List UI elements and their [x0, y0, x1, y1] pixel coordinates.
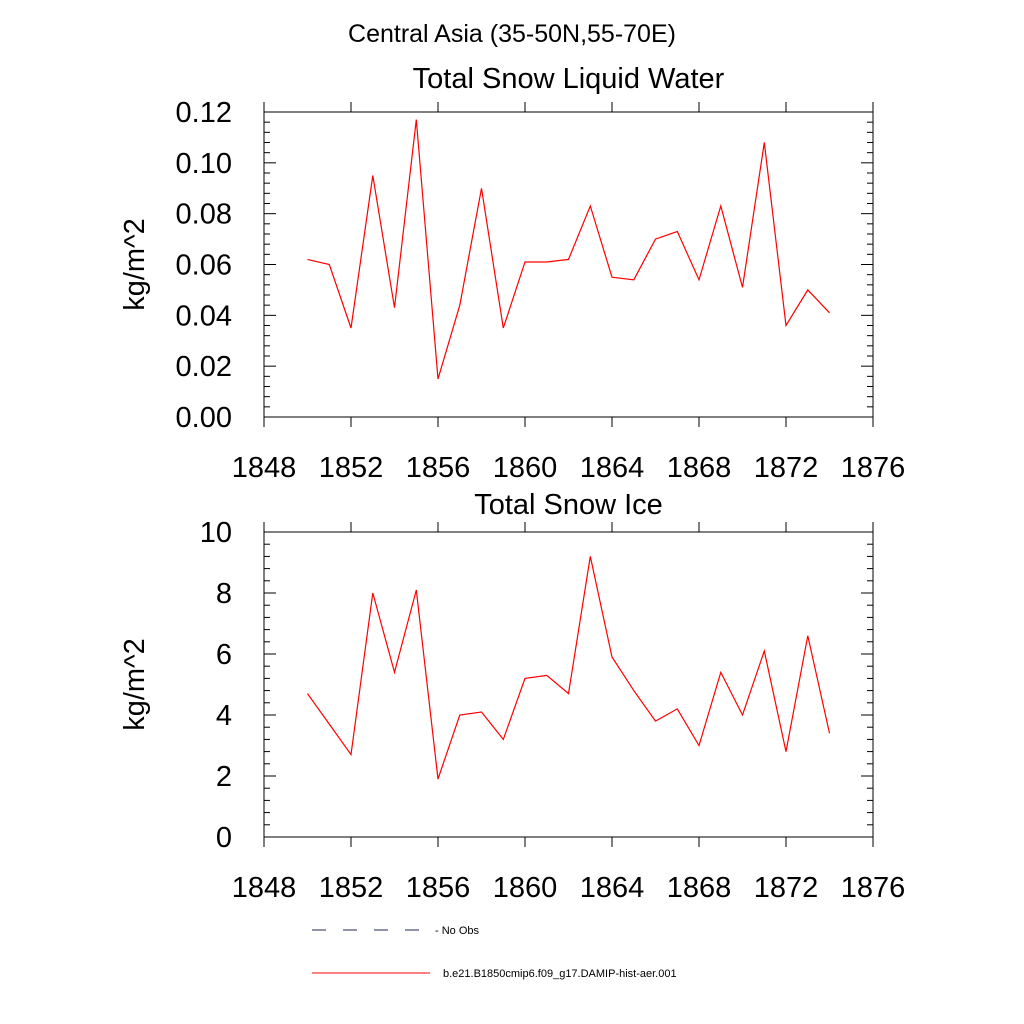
- series-line-1: [307, 119, 830, 380]
- y-tick-label: 10: [200, 517, 232, 549]
- y-tick-label: 0: [216, 822, 232, 854]
- plot-frame: [263, 531, 874, 838]
- y-tick-label: 0.08: [176, 199, 232, 231]
- panel-1: Total Snow Liquid Water kg/m^2 1848 1852 185…: [119, 63, 905, 484]
- x-tick-label: 1860: [493, 872, 558, 904]
- chart-legend: - No Obs b.e21.B1850cmip6.f09_g17.DAMIP-h…: [312, 925, 677, 980]
- legend-item-1: - No Obs: [312, 925, 480, 937]
- y-axis-label: kg/m^2: [119, 638, 151, 731]
- x-tick-label: 1860: [493, 452, 558, 484]
- y-axis-label: kg/m^2: [119, 218, 151, 311]
- x-tick-label: 1848: [232, 452, 297, 484]
- x-tick-label: 1848: [232, 872, 297, 904]
- x-tick-label: 1852: [319, 872, 384, 904]
- x-tick-label: 1856: [406, 872, 471, 904]
- y-tick-label: 0.10: [176, 148, 232, 180]
- x-tick-label: 1856: [406, 452, 471, 484]
- x-tick-label: 1876: [841, 872, 906, 904]
- series-line-1: [307, 556, 831, 780]
- x-tick-label: 1864: [580, 452, 645, 484]
- legend-item-2: b.e21.B1850cmip6.f09_g17.DAMIP-hist-aer.…: [312, 968, 677, 980]
- legend-label: - No Obs: [435, 925, 480, 937]
- y-tick-label: 4: [216, 700, 232, 732]
- y-tick-label: 0.04: [176, 300, 232, 332]
- y-tick-label: 0.02: [176, 351, 232, 383]
- panel-title: Total Snow Ice: [474, 489, 663, 521]
- legend-label: b.e21.B1850cmip6.f09_g17.DAMIP-hist-aer.…: [443, 968, 677, 980]
- x-tick-label: 1872: [754, 452, 819, 484]
- y-tick-label: 0.12: [176, 97, 232, 129]
- x-tick-label: 1876: [841, 452, 906, 484]
- y-tick-label: 0.06: [176, 250, 232, 282]
- x-tick-label: 1872: [754, 872, 819, 904]
- x-tick-label: 1868: [667, 872, 732, 904]
- y-tick-label: 8: [216, 578, 232, 610]
- panel-title: Total Snow Liquid Water: [413, 63, 725, 95]
- x-tick-label: 1868: [667, 452, 732, 484]
- y-tick-label: 2: [216, 761, 232, 793]
- plot-frame: [263, 111, 874, 418]
- y-tick-label: 0.00: [176, 402, 232, 434]
- x-tick-label: 1852: [319, 452, 384, 484]
- x-tick-label: 1864: [580, 872, 645, 904]
- chart-panels: Total Snow Liquid Water kg/m^2 1848 1852 185…: [119, 63, 905, 904]
- y-tick-label: 6: [216, 639, 232, 671]
- figure-suptitle: Central Asia (35-50N,55-70E): [348, 20, 676, 48]
- panel-2: Total Snow Ice kg/m^2 1848 1852 1856 1860 1864…: [119, 489, 905, 904]
